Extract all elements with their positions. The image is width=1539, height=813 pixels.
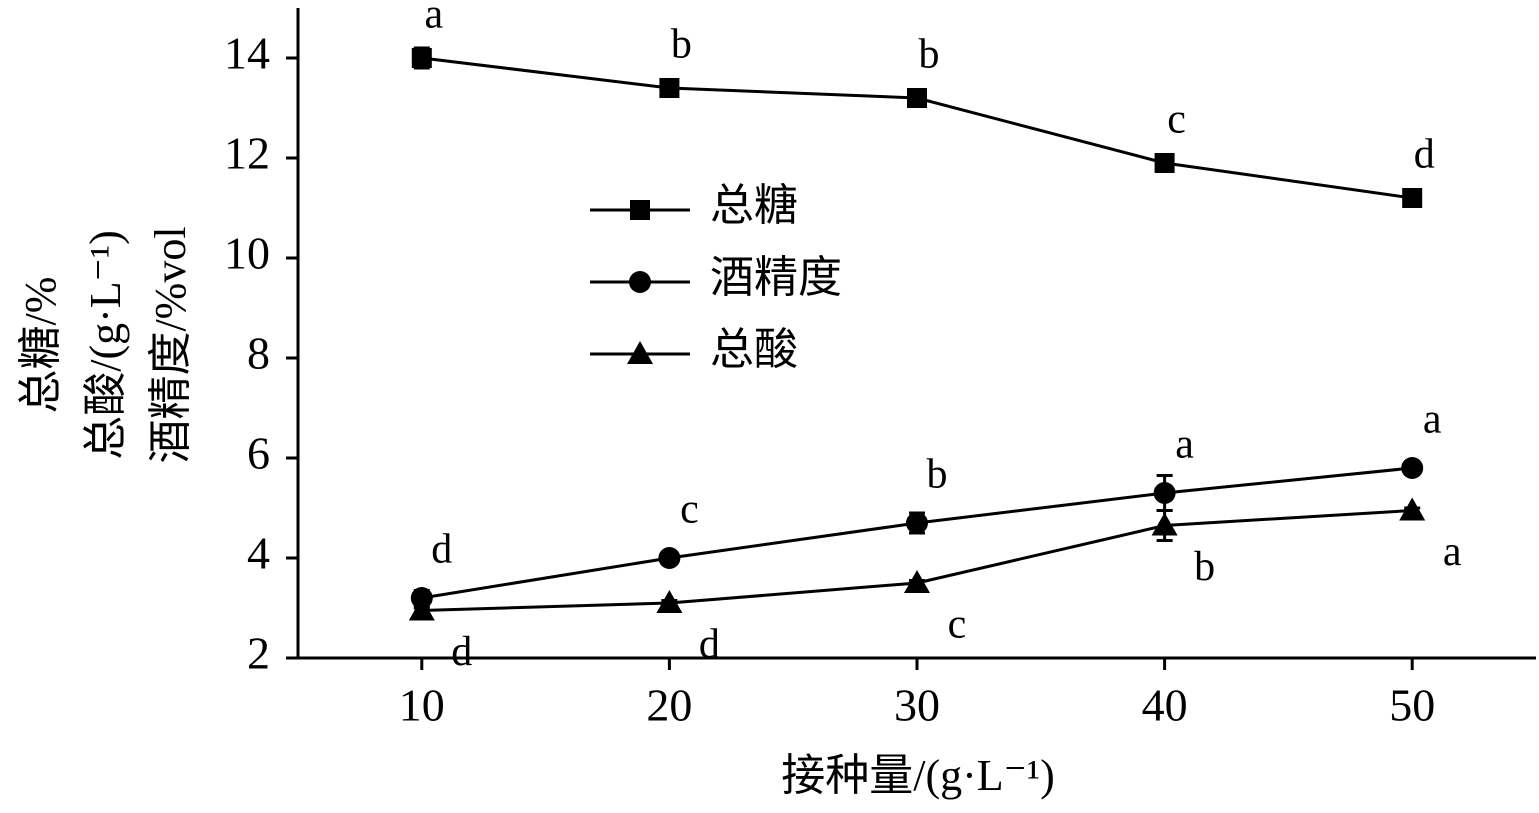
legend-label: 总糖: [710, 181, 798, 230]
marker: [656, 590, 683, 613]
y-tick-label: 2: [247, 628, 270, 679]
significance-label: d: [1414, 132, 1435, 178]
x-tick-label: 30: [894, 680, 940, 731]
legend-marker: [630, 200, 650, 220]
marker: [1154, 153, 1175, 173]
legend-marker: [629, 271, 651, 293]
marker: [906, 512, 928, 534]
significance-label: d: [699, 622, 720, 668]
significance-label: a: [424, 0, 443, 38]
y-tick-label: 8: [247, 328, 270, 379]
significance-label: b: [1194, 544, 1215, 590]
legend-label: 总酸: [710, 325, 798, 374]
marker: [659, 78, 680, 98]
significance-label: d: [431, 527, 452, 573]
significance-label: b: [919, 32, 940, 78]
significance-label: a: [1423, 397, 1442, 443]
marker: [904, 570, 930, 593]
significance-label: c: [680, 487, 699, 533]
y-tick-label: 12: [224, 128, 270, 179]
significance-label: c: [1167, 97, 1186, 143]
y-tick-label: 6: [247, 428, 270, 479]
y-tick-label: 10: [224, 228, 270, 279]
significance-label: b: [927, 452, 948, 498]
marker: [907, 88, 927, 108]
y-tick-label: 4: [247, 528, 270, 579]
marker: [1401, 457, 1424, 479]
significance-label: a: [1443, 529, 1462, 575]
y-tick-label: 14: [224, 28, 270, 79]
legend-label: 酒精度: [710, 253, 842, 302]
significance-label: a: [1175, 422, 1194, 468]
x-tick-label: 20: [646, 680, 692, 731]
marker: [408, 597, 435, 621]
marker: [1153, 482, 1176, 504]
significance-label: b: [671, 22, 692, 68]
marker: [1151, 512, 1178, 536]
marker: [1399, 497, 1426, 521]
x-tick-label: 50: [1389, 680, 1435, 731]
marker: [658, 547, 681, 569]
marker: [411, 48, 432, 68]
significance-label: c: [948, 602, 967, 648]
x-tick-label: 40: [1142, 680, 1188, 731]
x-axis-label: 接种量/(g·L⁻¹): [781, 751, 1054, 800]
x-tick-label: 10: [399, 680, 445, 731]
series-line: [421, 56, 1413, 200]
marker: [1402, 188, 1423, 208]
y-axis-label: 总酸/(g·L⁻¹): [81, 230, 130, 459]
y-axis-label: 酒精度/%vol: [146, 226, 195, 463]
y-axis-label: 总糖/%: [16, 277, 65, 414]
legend-marker: [627, 341, 653, 364]
significance-label: d: [451, 629, 472, 675]
